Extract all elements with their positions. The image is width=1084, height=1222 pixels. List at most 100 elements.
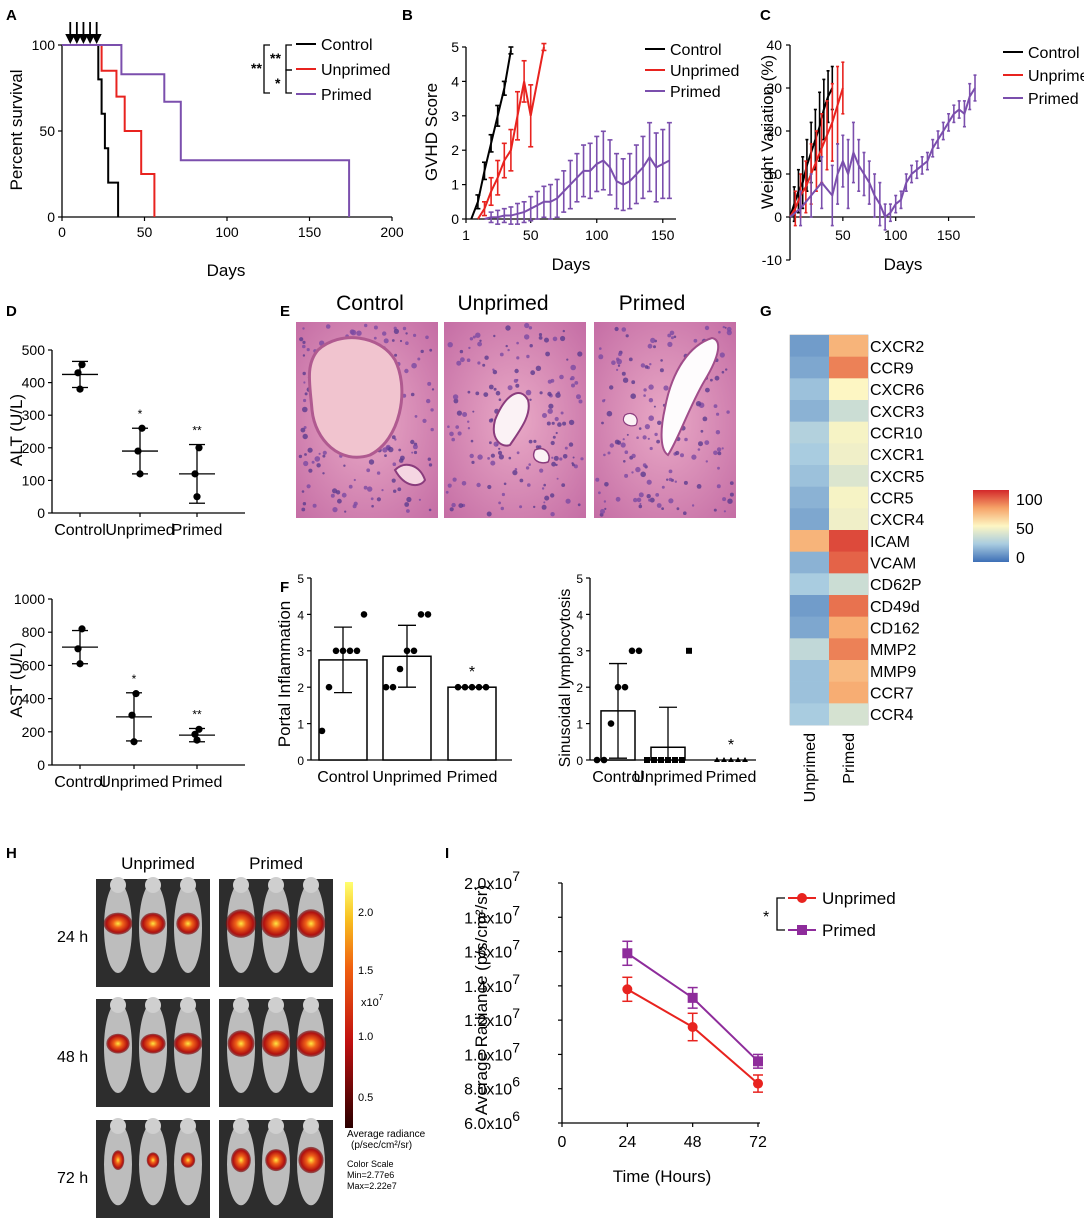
data-point [468, 683, 476, 691]
nucleus [668, 498, 674, 504]
data-point [475, 683, 483, 691]
y-tick-label: 0 [37, 757, 45, 773]
nucleus [566, 358, 569, 361]
nucleus [653, 345, 656, 349]
heatmap-cell [790, 616, 829, 639]
y-tick-label: 1.4x107 [464, 971, 520, 996]
histology-panel: Control Unprimed Primed [296, 292, 736, 518]
heatmap-cell [829, 573, 868, 596]
y-tick-label: 300 [22, 407, 46, 423]
nucleus [604, 482, 609, 487]
heatmap-cell [790, 660, 829, 682]
imaging-col-primed: Primed [249, 854, 303, 873]
data-point [651, 757, 657, 763]
nucleus [541, 487, 545, 490]
nucleus [302, 344, 306, 349]
nucleus [484, 355, 489, 360]
nucleus [554, 416, 559, 422]
nucleus [515, 383, 520, 388]
imaging-col-unprimed: Unprimed [121, 854, 195, 873]
nucleus [405, 341, 409, 346]
nucleus [580, 457, 584, 461]
data-point [621, 683, 629, 691]
nucleus [644, 365, 649, 369]
y-tick-label: 5 [297, 572, 304, 586]
nucleus [538, 445, 542, 449]
nucleus [650, 337, 656, 343]
nucleus [425, 335, 429, 340]
significance-marker: * [132, 672, 137, 686]
nucleus [469, 453, 474, 459]
nucleus [353, 478, 356, 482]
nucleus [405, 332, 408, 335]
nucleus [487, 484, 492, 490]
scale-tick-2.0: 2.0 [358, 907, 373, 919]
data-point [195, 444, 203, 452]
nucleus [551, 421, 555, 425]
bioluminescence-signal [140, 912, 166, 935]
nucleus [524, 334, 530, 340]
mouse-head [145, 877, 161, 893]
nucleus [529, 398, 532, 401]
nucleus [486, 511, 492, 517]
nucleus [713, 450, 718, 456]
y-tick-label: 1.0x107 [464, 1039, 520, 1064]
heatmap-cell [790, 508, 829, 531]
nucleus [704, 440, 710, 445]
nucleus [420, 349, 424, 354]
bioluminescence-signal [231, 1148, 251, 1173]
y-tick-label: 0 [47, 209, 55, 225]
heatmap-row-label: CCR7 [870, 686, 914, 703]
data-point [665, 757, 671, 763]
nucleus [550, 440, 555, 446]
panel-label-i: I [445, 845, 449, 862]
nucleus [614, 439, 620, 445]
nucleus [391, 478, 396, 483]
mouse-head [110, 997, 126, 1013]
nucleus [343, 464, 346, 467]
bioluminescence-signal [227, 1030, 255, 1057]
nucleus [691, 504, 695, 507]
nucleus [367, 486, 373, 492]
nucleus [304, 392, 308, 396]
mouse-head [303, 997, 319, 1013]
nucleus [302, 340, 306, 344]
bioluminescence-signal [295, 1030, 327, 1057]
heatmap-cell [829, 551, 868, 574]
nucleus [519, 478, 524, 483]
nucleus [562, 454, 568, 459]
nucleus [630, 393, 636, 400]
x-tick-label: Primed [447, 769, 498, 786]
nucleus [628, 357, 633, 362]
nucleus [636, 497, 642, 503]
y-tick-label: 1000 [14, 591, 45, 607]
nucleus [570, 364, 576, 371]
nucleus [683, 511, 687, 515]
heatmap-row-label: CXCR4 [870, 512, 924, 529]
nucleus [399, 339, 403, 343]
nucleus [616, 357, 620, 361]
data-point [622, 984, 633, 995]
data-point [672, 757, 678, 763]
nucleus [528, 463, 531, 466]
nucleus [373, 325, 378, 330]
legend-marker [797, 925, 807, 935]
nucleus [525, 466, 530, 470]
heatmap-row-label: CXCR5 [870, 469, 924, 486]
nucleus [547, 391, 552, 397]
legend-label-unprimed: Unprimed [822, 889, 896, 908]
y-tick-label: 200 [22, 724, 46, 740]
x-tick-label: 1 [462, 227, 470, 243]
nucleus [631, 453, 636, 459]
nucleus [604, 507, 607, 510]
nucleus [663, 385, 669, 391]
heatmap-row-label: CCR4 [870, 707, 914, 724]
nucleus [427, 457, 431, 461]
x-tick-label: 100 [585, 227, 609, 243]
nucleus [609, 443, 614, 448]
nucleus [611, 360, 616, 366]
nucleus [648, 398, 654, 403]
data-point [461, 683, 469, 691]
data-point [753, 1056, 763, 1067]
nucleus [490, 453, 495, 458]
